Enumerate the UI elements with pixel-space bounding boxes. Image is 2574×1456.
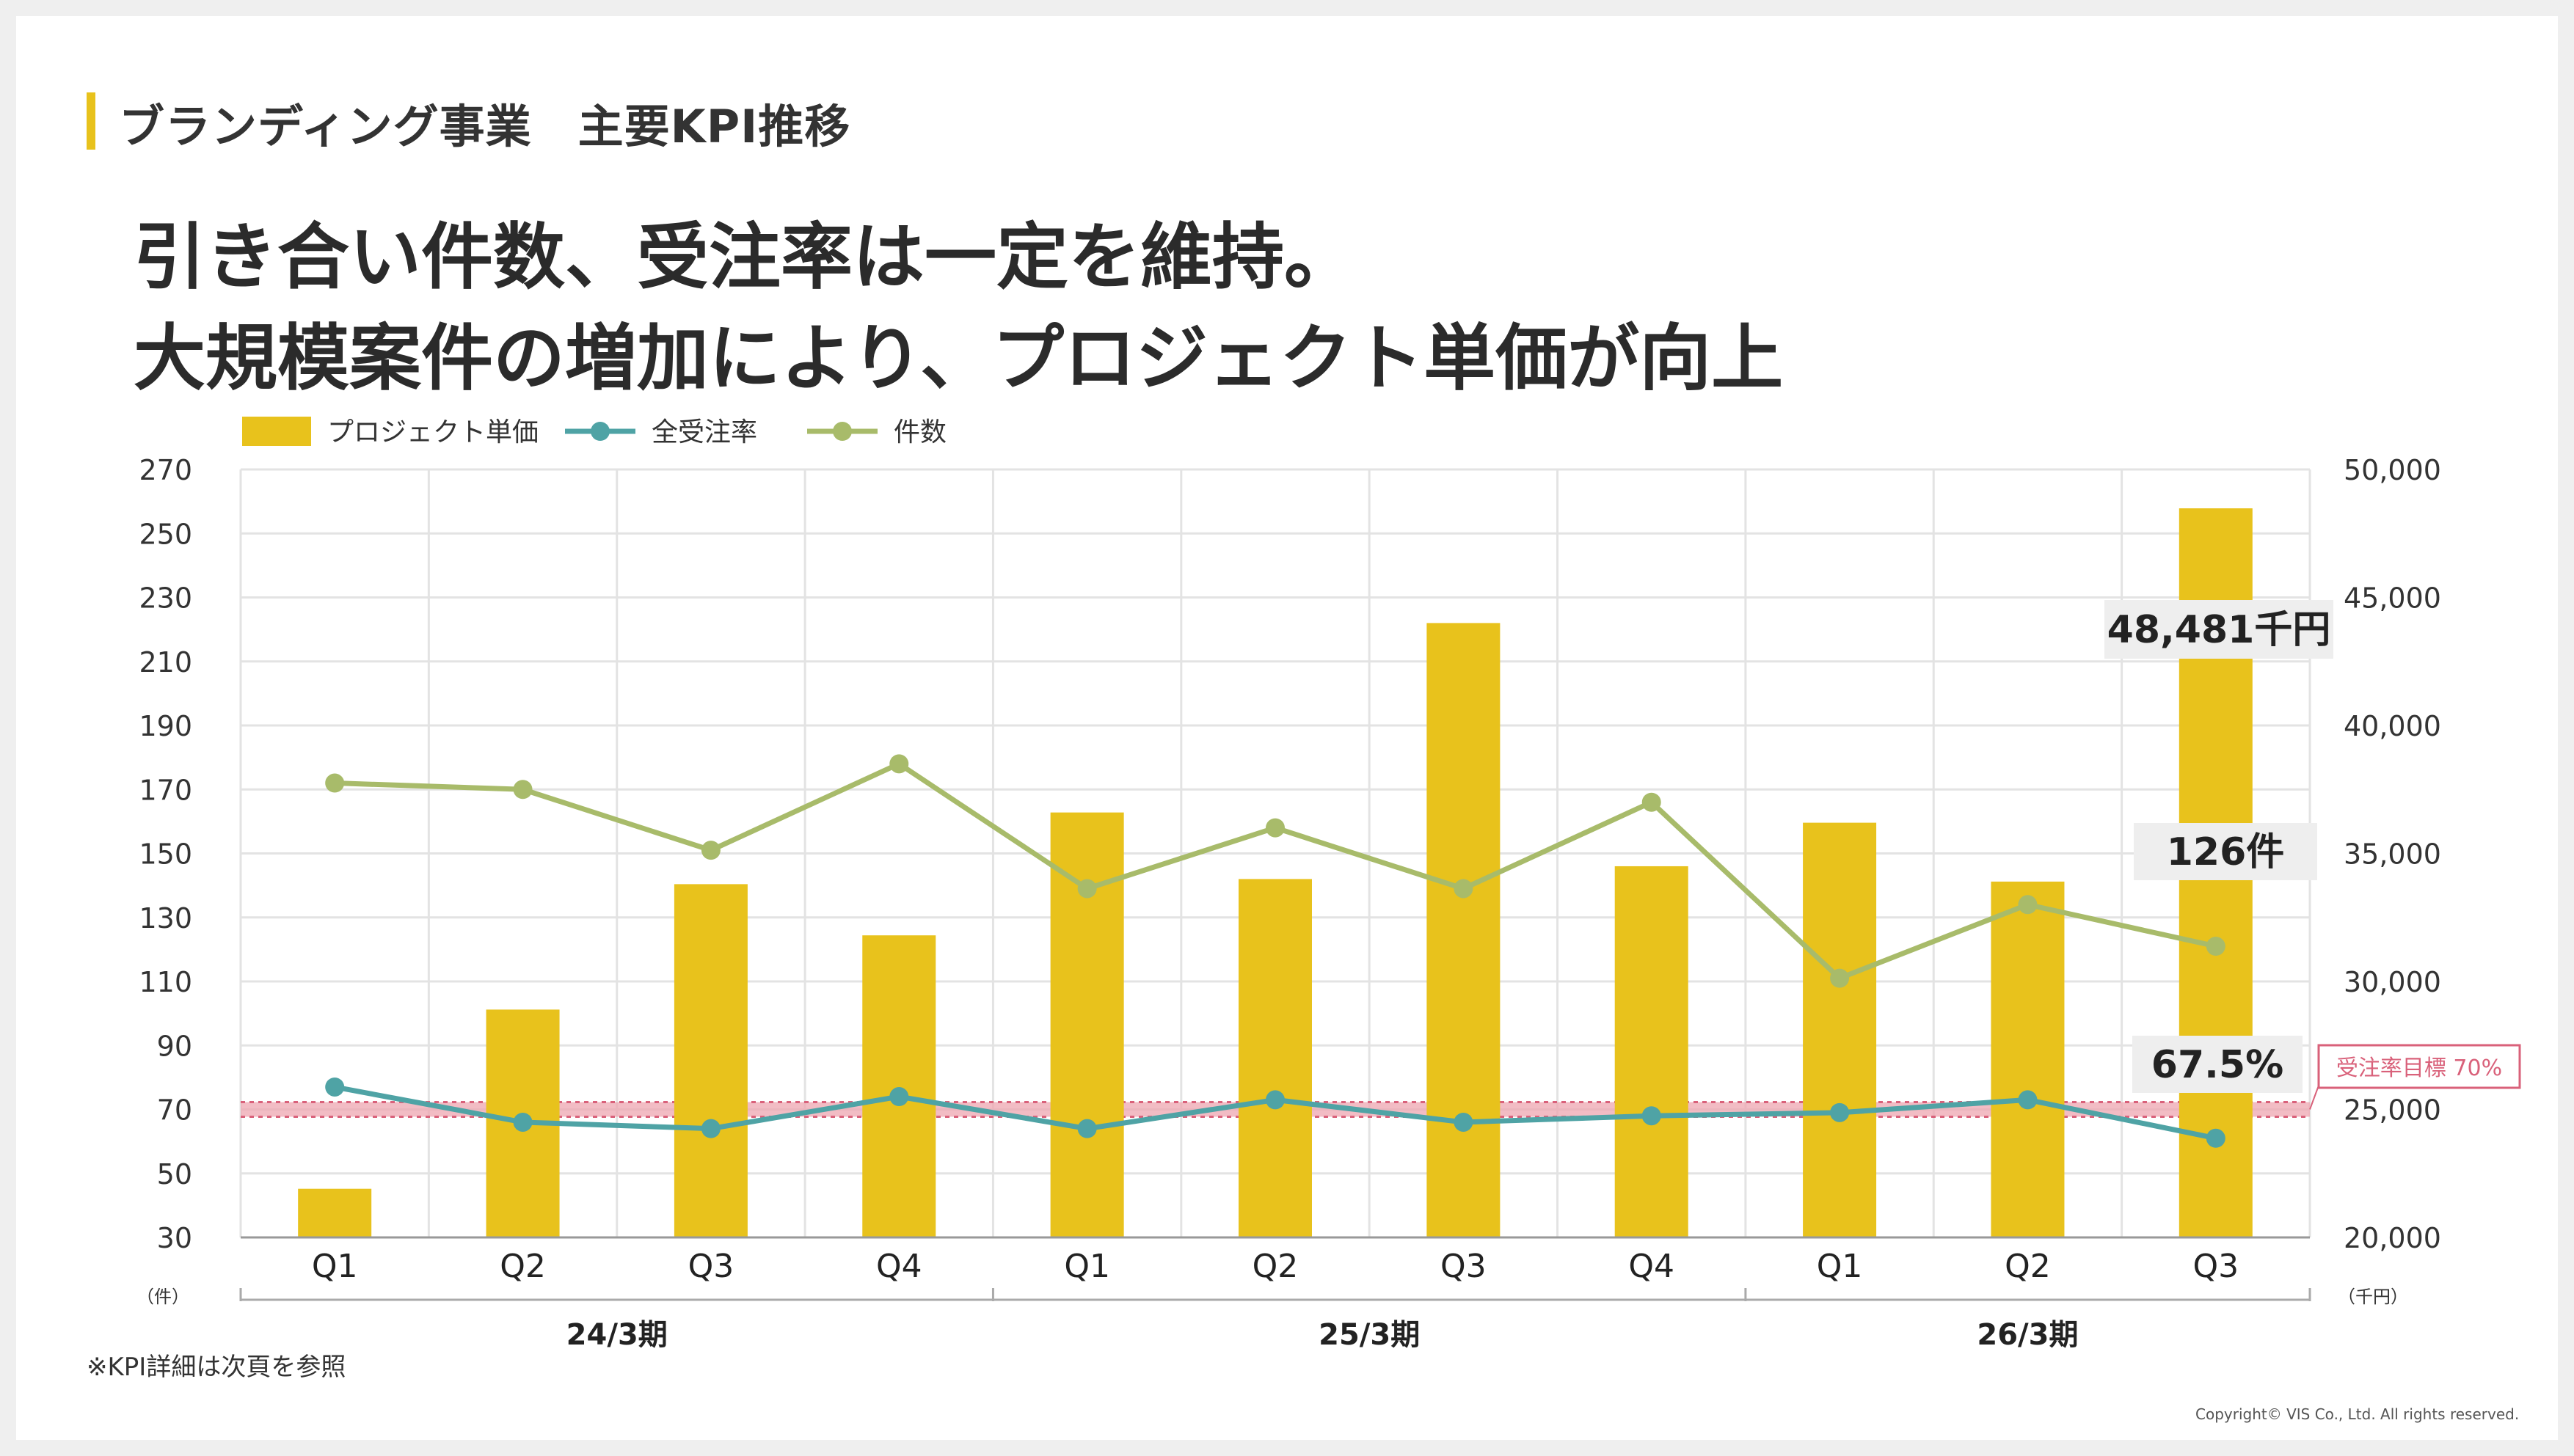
headline-line-1: 引き合い件数、受注率は一定を維持。 bbox=[134, 216, 1357, 299]
x-tick-label: Q4 bbox=[1628, 1248, 1674, 1285]
bar bbox=[1614, 866, 1688, 1237]
order-rate-point bbox=[2018, 1090, 2038, 1110]
order-rate-point bbox=[1266, 1090, 1285, 1110]
inquiry-count-point bbox=[1266, 818, 1285, 838]
right-axis-tick-label: 20,000 bbox=[2344, 1222, 2441, 1254]
left-axis-tick-label: 190 bbox=[139, 710, 192, 742]
inquiry-count-point bbox=[513, 780, 533, 800]
order-rate-point bbox=[513, 1112, 533, 1132]
x-tick-label: Q1 bbox=[312, 1248, 358, 1285]
order-rate-point bbox=[701, 1119, 721, 1138]
section-accent-bar bbox=[87, 92, 95, 150]
right-axis-tick-label: 30,000 bbox=[2344, 966, 2441, 998]
x-tick-label: Q3 bbox=[2192, 1248, 2239, 1285]
x-tick-label: Q4 bbox=[876, 1248, 922, 1285]
inquiry-count-point bbox=[1454, 879, 1473, 899]
left-axis-unit: （件） bbox=[136, 1287, 189, 1307]
x-tick-label: Q1 bbox=[1817, 1248, 1863, 1285]
headline-line-2: 大規模案件の増加により、プロジェクト単価が向上 bbox=[134, 317, 1784, 400]
count-callout: 126件 bbox=[2167, 830, 2285, 874]
legend-label-rate: 全受注率 bbox=[652, 417, 757, 447]
right-axis-tick-label: 40,000 bbox=[2344, 710, 2441, 742]
footnote: ※KPI詳細は次頁を参照 bbox=[87, 1353, 346, 1382]
bar bbox=[1239, 879, 1312, 1237]
section-title: ブランディング事業 主要KPI推移 bbox=[119, 100, 851, 153]
rate-callout-bg bbox=[2132, 1036, 2303, 1093]
left-axis-tick-label: 50 bbox=[157, 1158, 192, 1190]
inquiry-count-point bbox=[325, 773, 345, 793]
order-rate-point bbox=[2206, 1128, 2225, 1148]
legend-swatch-bar bbox=[242, 417, 311, 446]
x-tick-label: Q3 bbox=[688, 1248, 734, 1285]
left-axis-tick-label: 270 bbox=[139, 454, 192, 486]
x-tick-label: Q2 bbox=[1253, 1248, 1299, 1285]
headline: 引き合い件数、受注率は一定を維持。 大規模案件の増加により、プロジェクト単価が向… bbox=[134, 207, 1783, 409]
bar bbox=[862, 935, 936, 1237]
group-label: 26/3期 bbox=[1977, 1318, 2078, 1352]
copyright: Copyright© VIS Co., Ltd. All rights rese… bbox=[2195, 1405, 2520, 1423]
legend-label-count: 件数 bbox=[894, 417, 947, 447]
bar bbox=[298, 1188, 372, 1237]
inquiry-count-point bbox=[2018, 895, 2038, 915]
target-label-leader bbox=[2309, 1085, 2319, 1110]
right-axis-tick-label: 25,000 bbox=[2344, 1094, 2441, 1127]
inquiry-count-point bbox=[701, 841, 721, 860]
x-tick-label: Q2 bbox=[2005, 1248, 2051, 1285]
left-axis-tick-label: 150 bbox=[139, 838, 192, 871]
rate-callout: 67.5% bbox=[2151, 1043, 2283, 1087]
target-label-box bbox=[2317, 1044, 2521, 1089]
order-rate-point bbox=[1641, 1106, 1661, 1126]
left-axis-tick-label: 130 bbox=[139, 902, 192, 934]
group-label: 25/3期 bbox=[1319, 1318, 1420, 1352]
left-axis-tick-label: 30 bbox=[157, 1222, 192, 1254]
order-rate-point bbox=[325, 1077, 345, 1097]
right-axis-tick-label: 45,000 bbox=[2344, 582, 2441, 615]
bar bbox=[1426, 623, 1501, 1237]
inquiry-count-point bbox=[889, 754, 909, 774]
order-rate-point bbox=[1454, 1112, 1473, 1132]
order-rate-point bbox=[889, 1087, 909, 1107]
left-axis-tick-label: 110 bbox=[139, 966, 192, 998]
x-tick-label: Q3 bbox=[1440, 1248, 1487, 1285]
target-label: 受注率目標 70% bbox=[2336, 1056, 2502, 1081]
bar bbox=[674, 884, 748, 1237]
left-axis-tick-label: 250 bbox=[139, 518, 192, 550]
right-axis-tick-label: 35,000 bbox=[2344, 838, 2441, 871]
legend-swatch-marker-rate bbox=[591, 422, 610, 441]
inquiry-count-point bbox=[1077, 879, 1097, 899]
unit-price-callout: 48,481千円 bbox=[2107, 608, 2331, 652]
left-axis-tick-label: 70 bbox=[157, 1094, 192, 1127]
right-axis-tick-label: 50,000 bbox=[2344, 454, 2441, 486]
left-axis-tick-label: 170 bbox=[139, 774, 192, 806]
unit-price-callout-bg bbox=[2104, 600, 2333, 659]
order-rate-point bbox=[1077, 1119, 1097, 1138]
group-label: 24/3期 bbox=[566, 1318, 668, 1352]
left-axis-tick-label: 90 bbox=[157, 1030, 192, 1062]
inquiry-count-point bbox=[1830, 968, 1850, 988]
count-callout-bg bbox=[2134, 823, 2317, 880]
bar bbox=[1803, 822, 1877, 1237]
order-rate-point bbox=[1830, 1102, 1850, 1122]
left-axis-tick-label: 230 bbox=[139, 582, 192, 615]
inquiry-count-point bbox=[1641, 792, 1661, 812]
x-tick-label: Q2 bbox=[500, 1248, 546, 1285]
legend-label-bar: プロジェクト単価 bbox=[327, 417, 539, 447]
left-axis-tick-label: 210 bbox=[139, 646, 192, 678]
right-axis-unit: （千円） bbox=[2338, 1287, 2408, 1307]
legend-swatch-marker-count bbox=[833, 422, 852, 441]
bar bbox=[1050, 812, 1124, 1237]
x-tick-label: Q1 bbox=[1064, 1248, 1110, 1285]
bar bbox=[1991, 881, 2065, 1237]
inquiry-count-point bbox=[2206, 937, 2225, 956]
